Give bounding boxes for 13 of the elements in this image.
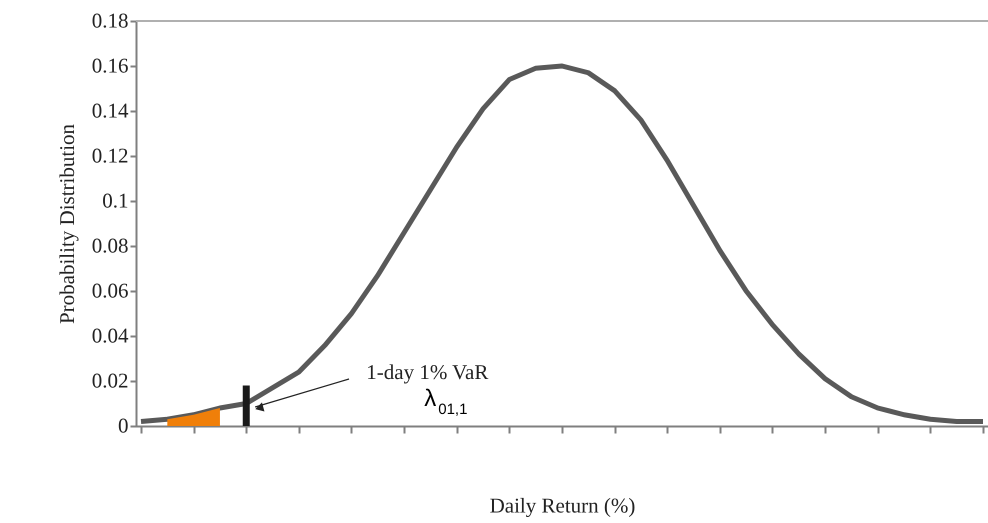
y-tick-label: 0.16 — [92, 54, 128, 78]
y-tick-label: 0 — [118, 414, 128, 438]
annotation: 1-day 1% VaR — [366, 360, 488, 384]
y-tick-label: 0.02 — [92, 368, 128, 392]
y-tick-label: 0.1 — [102, 188, 128, 212]
y-tick-label: 0.08 — [92, 234, 128, 258]
y-tick-label: 0.06 — [92, 278, 128, 302]
y-tick-label: 0.14 — [92, 98, 129, 122]
y-tick-label: 0.18 — [92, 8, 128, 32]
y-tick-label: 0.04 — [92, 324, 129, 348]
x-axis-title: Daily Return (%) — [490, 494, 636, 518]
y-axis-title: Probability Distribution — [54, 123, 79, 324]
y-tick-label: 0.12 — [92, 144, 128, 168]
